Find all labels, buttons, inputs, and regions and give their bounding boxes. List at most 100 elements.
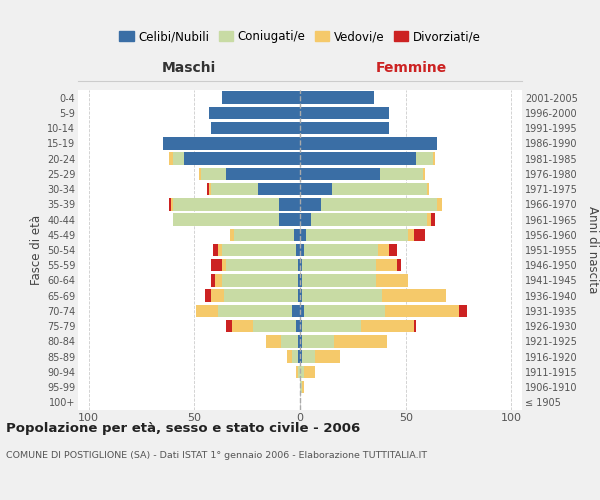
Bar bbox=[298, 335, 300, 347]
Bar bbox=[224, 290, 298, 302]
Bar bbox=[211, 259, 222, 272]
Bar bbox=[300, 304, 304, 317]
Bar bbox=[416, 152, 433, 165]
Bar bbox=[296, 320, 300, 332]
Bar bbox=[211, 290, 224, 302]
Bar bbox=[253, 320, 296, 332]
Bar bbox=[226, 168, 300, 180]
Bar bbox=[169, 198, 171, 210]
Bar bbox=[300, 244, 304, 256]
Bar bbox=[380, 168, 422, 180]
Bar bbox=[205, 290, 211, 302]
Bar bbox=[258, 183, 300, 196]
Bar bbox=[298, 350, 300, 363]
Bar bbox=[298, 290, 300, 302]
Bar bbox=[300, 274, 302, 286]
Bar bbox=[222, 259, 226, 272]
Bar bbox=[304, 244, 378, 256]
Bar bbox=[300, 381, 302, 394]
Bar bbox=[300, 259, 302, 272]
Text: Maschi: Maschi bbox=[162, 60, 216, 74]
Bar bbox=[169, 152, 173, 165]
Bar bbox=[209, 183, 211, 196]
Bar bbox=[209, 106, 300, 119]
Bar bbox=[414, 228, 425, 241]
Bar bbox=[300, 350, 302, 363]
Bar bbox=[302, 259, 376, 272]
Bar bbox=[332, 183, 427, 196]
Bar bbox=[200, 168, 226, 180]
Bar bbox=[304, 366, 315, 378]
Bar bbox=[321, 198, 437, 210]
Bar bbox=[302, 381, 304, 394]
Bar bbox=[211, 122, 300, 134]
Bar bbox=[184, 152, 300, 165]
Bar bbox=[281, 335, 298, 347]
Bar bbox=[431, 214, 436, 226]
Bar bbox=[296, 244, 300, 256]
Bar bbox=[302, 274, 376, 286]
Bar bbox=[307, 228, 408, 241]
Bar bbox=[173, 152, 184, 165]
Bar bbox=[163, 137, 300, 149]
Bar bbox=[173, 214, 279, 226]
Text: COMUNE DI POSTIGLIONE (SA) - Dati ISTAT 1° gennaio 2006 - Elaborazione TUTTITALI: COMUNE DI POSTIGLIONE (SA) - Dati ISTAT … bbox=[6, 451, 427, 460]
Bar bbox=[414, 320, 416, 332]
Bar bbox=[222, 274, 298, 286]
Bar bbox=[215, 274, 222, 286]
Bar bbox=[361, 320, 414, 332]
Bar bbox=[376, 259, 397, 272]
Bar bbox=[300, 290, 302, 302]
Bar bbox=[302, 290, 382, 302]
Bar bbox=[397, 259, 401, 272]
Bar bbox=[296, 366, 298, 378]
Bar bbox=[311, 214, 427, 226]
Bar bbox=[422, 168, 425, 180]
Bar bbox=[230, 228, 235, 241]
Bar bbox=[304, 304, 385, 317]
Bar bbox=[427, 183, 429, 196]
Bar bbox=[207, 183, 209, 196]
Bar bbox=[173, 198, 279, 210]
Bar bbox=[293, 228, 300, 241]
Bar bbox=[211, 274, 215, 286]
Bar bbox=[300, 366, 304, 378]
Bar bbox=[199, 168, 200, 180]
Text: Femmine: Femmine bbox=[376, 60, 446, 74]
Bar bbox=[226, 320, 232, 332]
Bar bbox=[382, 290, 446, 302]
Bar bbox=[302, 335, 334, 347]
Bar bbox=[300, 183, 332, 196]
Bar bbox=[300, 168, 380, 180]
Bar bbox=[334, 335, 386, 347]
Bar bbox=[232, 320, 253, 332]
Bar bbox=[218, 304, 292, 317]
Bar bbox=[279, 214, 300, 226]
Bar bbox=[437, 198, 442, 210]
Text: Popolazione per età, sesso e stato civile - 2006: Popolazione per età, sesso e stato civil… bbox=[6, 422, 360, 435]
Bar bbox=[235, 228, 293, 241]
Bar bbox=[378, 244, 389, 256]
Bar bbox=[266, 335, 281, 347]
Bar bbox=[300, 335, 302, 347]
Bar bbox=[171, 198, 173, 210]
Bar bbox=[300, 92, 374, 104]
Bar bbox=[300, 228, 307, 241]
Bar bbox=[222, 92, 300, 104]
Bar bbox=[211, 183, 258, 196]
Bar bbox=[196, 304, 218, 317]
Bar bbox=[292, 304, 300, 317]
Bar bbox=[408, 228, 414, 241]
Bar bbox=[315, 350, 340, 363]
Bar bbox=[298, 366, 300, 378]
Bar bbox=[385, 304, 458, 317]
Bar bbox=[298, 259, 300, 272]
Bar bbox=[300, 152, 416, 165]
Bar bbox=[433, 152, 436, 165]
Bar bbox=[222, 244, 296, 256]
Bar bbox=[298, 274, 300, 286]
Bar bbox=[214, 244, 218, 256]
Bar bbox=[389, 244, 397, 256]
Legend: Celibi/Nubili, Coniugati/e, Vedovi/e, Divorziati/e: Celibi/Nubili, Coniugati/e, Vedovi/e, Di… bbox=[115, 26, 485, 48]
Bar bbox=[427, 214, 431, 226]
